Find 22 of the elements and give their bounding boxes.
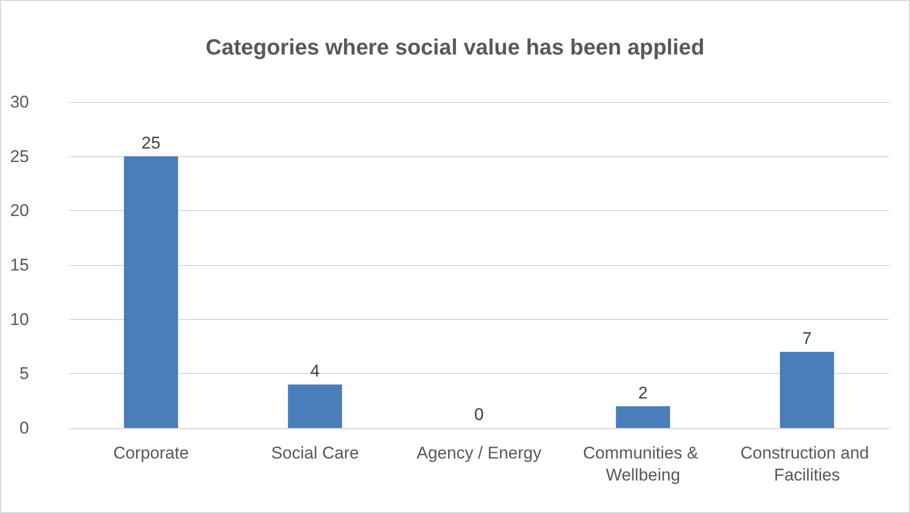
x-tick-label: Social Care	[271, 444, 359, 462]
data-label: 2	[638, 383, 648, 402]
x-tick-label: Corporate	[113, 444, 189, 462]
chart-title: Categories where social value has been applied	[206, 34, 704, 60]
bar	[780, 352, 834, 428]
y-tick-label: 30	[10, 92, 29, 112]
bar	[288, 384, 342, 428]
x-tick-label: Agency / Energy	[416, 444, 542, 462]
y-tick-label: 15	[10, 256, 29, 274]
y-tick-label: 20	[10, 201, 29, 220]
y-tick-label: 10	[10, 310, 29, 329]
x-tick-label: Construction and Facilities	[740, 444, 874, 484]
bar	[124, 156, 178, 428]
bar	[616, 406, 670, 428]
x-tick-label: Communities & Wellbeing	[583, 444, 703, 484]
data-label: 7	[802, 328, 812, 348]
y-tick-label: 25	[10, 146, 29, 166]
data-label: 0	[474, 405, 484, 424]
data-label: 25	[142, 133, 160, 152]
y-tick-label: 0	[20, 418, 29, 438]
data-label: 4	[310, 362, 320, 381]
y-tick-label: 5	[20, 364, 29, 384]
